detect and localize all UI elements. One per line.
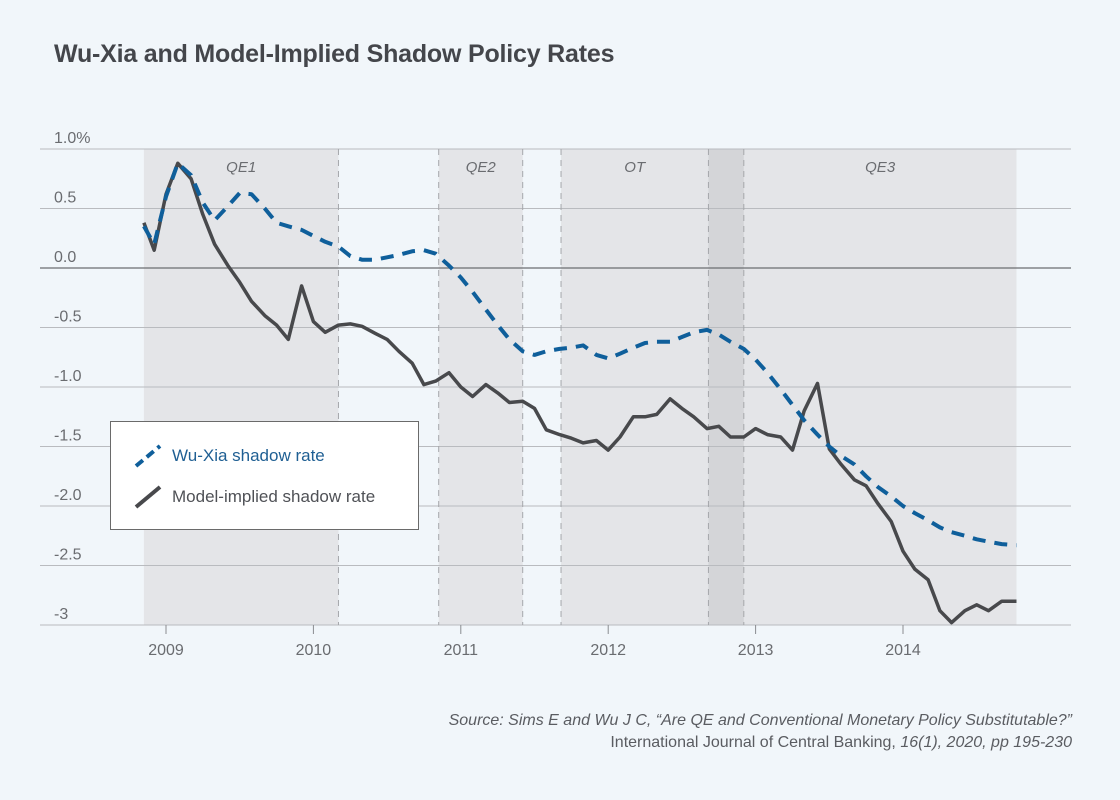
legend-label: Model-implied shadow rate [172,487,376,506]
period-label-qe1: QE1 [226,159,256,176]
y-tick-label: -2.5 [54,547,82,564]
y-tick-label: -0.5 [54,309,82,326]
series-model-implied-line [142,161,1017,625]
legend: Wu-Xia shadow rate Model-implied shadow … [110,421,419,530]
period-label-qe3: QE3 [865,159,896,176]
y-tick-label: -1.0 [54,368,82,385]
source-citation: 16(1), 2020, pp 195-230 [900,734,1072,751]
x-tick-label: 2014 [885,642,921,659]
legend-item-wu-xia: Wu-Xia shadow rate [133,443,325,469]
chart-title: Wu-Xia and Model-Implied Shadow Policy R… [54,40,615,68]
source-note: Source: Sims E and Wu J C, “Are QE and C… [449,710,1072,754]
source-line-2: International Journal of Central Banking… [449,732,1072,754]
period-labels: QE1 QE2 OT QE3 [226,159,896,176]
series-wu-xia-line [142,161,1017,548]
y-tick-label: 0.5 [54,190,76,207]
dashed-line-icon [134,444,162,468]
x-tick-label: 2010 [296,642,332,659]
y-tick-label: -2.0 [54,487,82,504]
y-tick-label: -1.5 [54,428,82,445]
x-tick-label: 2009 [148,642,184,659]
source-line-1: Source: Sims E and Wu J C, “Are QE and C… [448,712,1072,729]
x-axis: 2009 2010 2011 2012 2013 2014 [148,625,921,659]
x-tick-label: 2011 [444,642,479,659]
y-tick-label: 1.0% [54,130,90,147]
period-label-qe2: QE2 [466,159,497,176]
legend-item-model-implied: Model-implied shadow rate [133,484,375,510]
y-tick-label: -3 [54,606,68,623]
period-label-ot: OT [624,159,647,176]
x-tick-label: 2012 [590,642,626,659]
series-lines [142,161,1017,625]
y-axis-labels: 1.0% 0.5 0.0 -0.5 -1.0 -1.5 -2.0 -2.5 -3 [54,130,90,623]
legend-label: Wu-Xia shadow rate [172,446,325,465]
source-journal: International Journal of Central Banking… [610,734,901,751]
period-boundaries [337,149,745,625]
x-tick-label: 2013 [738,642,774,659]
y-tick-label: 0.0 [54,249,76,266]
solid-line-icon [134,485,162,509]
